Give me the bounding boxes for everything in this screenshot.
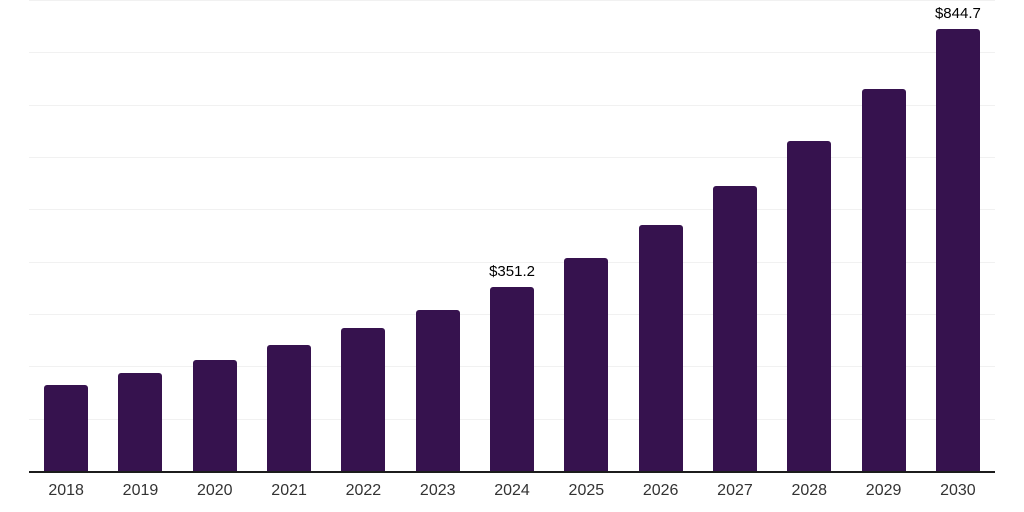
bars-layer: $351.2 $844.7 [29,0,995,471]
bar-slot [252,0,326,471]
bar-slot [326,0,400,471]
bar [564,258,609,471]
gridline [29,0,995,1]
gridline [29,157,995,158]
bar [341,327,386,471]
bar-slot [178,0,252,471]
x-axis-label: 2022 [345,482,382,499]
x-axis-label: 2025 [568,482,605,499]
bar-slot [624,0,698,471]
x-axis-label: 2024 [494,482,530,499]
bar-slot [549,0,623,471]
x-axis-label: 2020 [196,482,233,499]
x-axis-label: 2019 [122,482,159,499]
bar [490,287,535,471]
gridline [29,209,995,211]
bar [44,384,89,471]
x-axis-label: 2021 [271,482,307,499]
x-axis-label: 2030 [940,482,976,499]
x-axis: 2018 2019 2020 2021 2022 2023 2024 2025 2026 2027… [29,473,995,512]
bar [415,309,460,471]
bar-slot [401,0,475,471]
bar-slot: $351.2 [475,0,549,471]
plot-area: $351.2 $844.7 [29,0,995,473]
x-axis-label: 2018 [48,482,84,499]
bar-slot [103,0,177,471]
bar-slot [698,0,772,471]
gridline [29,261,995,263]
bar [267,344,312,471]
bar-slot [846,0,920,471]
bar [935,28,980,471]
x-axis-label: 2028 [791,482,828,499]
bar-value-label: $351.2 [489,263,535,281]
bar [638,224,683,471]
x-axis-label: 2029 [865,482,902,499]
bar [118,373,163,471]
gridline [29,104,995,106]
bar-value-label: $844.7 [934,4,981,22]
x-axis-label: 2026 [642,482,679,499]
bar [712,185,757,471]
bar-slot: $844.7 [921,0,995,471]
bar-slot [772,0,846,471]
bar [861,89,906,471]
x-axis-label: 2023 [419,482,456,499]
bar-slot [29,0,103,471]
gridline [29,52,995,54]
bar [192,359,237,471]
x-axis-label: 2027 [717,482,753,499]
bar [787,141,832,471]
